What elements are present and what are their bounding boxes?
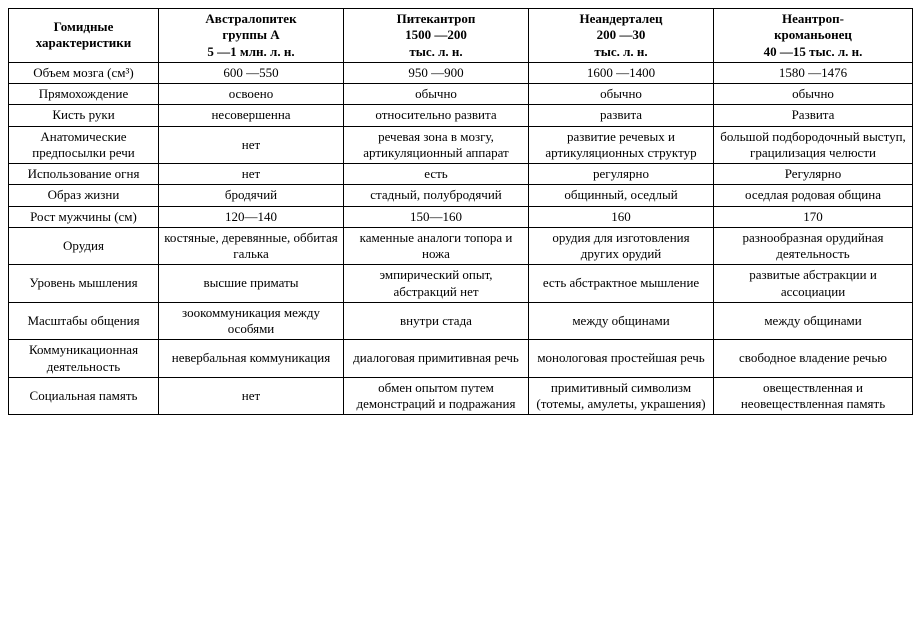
data-cell: 600 —550: [159, 62, 344, 83]
col-header-line: группы А: [222, 27, 279, 42]
table-header-row: Гомидные характеристики Австралопитек гр…: [9, 9, 913, 63]
col-header-line: тыс. л. н.: [409, 44, 462, 59]
col-header-line: 200 —30: [597, 27, 646, 42]
col-header-line: 1500 —200: [405, 27, 467, 42]
data-cell: внутри стада: [344, 302, 529, 340]
table-row: Коммуникационная деятельностьневербальна…: [9, 340, 913, 378]
table-row: Кисть рукинесовершеннаотносительно разви…: [9, 105, 913, 126]
data-cell: 150—160: [344, 206, 529, 227]
table-row: Анатомические предпосылки речинетречевая…: [9, 126, 913, 164]
data-cell: разнообразная орудийная деятельность: [714, 227, 913, 265]
data-cell: зоокоммуникация между особями: [159, 302, 344, 340]
col-header-line: Неантроп-: [782, 11, 844, 26]
data-cell: обычно: [529, 84, 714, 105]
row-header-cell: Прямохождение: [9, 84, 159, 105]
row-header-cell: Рост мужчины (см): [9, 206, 159, 227]
table-row: Масштабы общениязоокоммуникация между ос…: [9, 302, 913, 340]
data-cell: оседлая родовая община: [714, 185, 913, 206]
col-header-line: Австралопитек: [205, 11, 296, 26]
hominid-comparison-table: Гомидные характеристики Австралопитек гр…: [8, 8, 913, 415]
data-cell: костяные, деревянные, оббитая галька: [159, 227, 344, 265]
data-cell: есть абстрактное мышление: [529, 265, 714, 303]
col-header-line: Гомидные: [54, 19, 114, 34]
row-header-cell: Объем мозга (см³): [9, 62, 159, 83]
row-header-cell: Социальная память: [9, 377, 159, 415]
table-row: Прямохождениеосвоенообычнообычнообычно: [9, 84, 913, 105]
table-row: Уровень мышлениявысшие приматыэмпирическ…: [9, 265, 913, 303]
data-cell: 120—140: [159, 206, 344, 227]
row-header-cell: Анатомические предпосылки речи: [9, 126, 159, 164]
data-cell: монологовая простейшая речь: [529, 340, 714, 378]
col-header-line: характеристики: [36, 35, 132, 50]
col-header-line: кроманьонец: [774, 27, 852, 42]
data-cell: большой подбородочный выступ, грацилизац…: [714, 126, 913, 164]
data-cell: 170: [714, 206, 913, 227]
data-cell: стадный, полубродячий: [344, 185, 529, 206]
data-cell: между общинами: [529, 302, 714, 340]
table-row: Рост мужчины (см)120—140150—160160170: [9, 206, 913, 227]
data-cell: 1580 —1476: [714, 62, 913, 83]
data-cell: нет: [159, 164, 344, 185]
data-cell: развита: [529, 105, 714, 126]
col-header-line: 40 —15 тыс. л. н.: [764, 44, 863, 59]
row-header-cell: Орудия: [9, 227, 159, 265]
col-header-3: Неандерталец 200 —30 тыс. л. н.: [529, 9, 714, 63]
data-cell: 950 —900: [344, 62, 529, 83]
col-header-line: Неандерталец: [580, 11, 663, 26]
data-cell: есть: [344, 164, 529, 185]
data-cell: общинный, оседлый: [529, 185, 714, 206]
data-cell: развитие речевых и артикуляционных струк…: [529, 126, 714, 164]
data-cell: между общинами: [714, 302, 913, 340]
data-cell: свободное владение речью: [714, 340, 913, 378]
row-header-cell: Использование огня: [9, 164, 159, 185]
row-header-cell: Уровень мышления: [9, 265, 159, 303]
data-cell: каменные аналоги топора и ножа: [344, 227, 529, 265]
row-header-cell: Масштабы общения: [9, 302, 159, 340]
data-cell: освоено: [159, 84, 344, 105]
col-header-line: тыс. л. н.: [594, 44, 647, 59]
data-cell: примитивный символизм (тотемы, амулеты, …: [529, 377, 714, 415]
data-cell: относительно развита: [344, 105, 529, 126]
data-cell: невербальная коммуникация: [159, 340, 344, 378]
col-header-0: Гомидные характеристики: [9, 9, 159, 63]
data-cell: обычно: [344, 84, 529, 105]
data-cell: высшие приматы: [159, 265, 344, 303]
table-row: Использование огнянетестьрегулярноРегуля…: [9, 164, 913, 185]
data-cell: несовершенна: [159, 105, 344, 126]
data-cell: овеществленная и неовеществленная память: [714, 377, 913, 415]
data-cell: речевая зона в мозгу, артикуляционный ап…: [344, 126, 529, 164]
data-cell: орудия для изготовления других орудий: [529, 227, 714, 265]
col-header-line: Питекантроп: [397, 11, 476, 26]
table-row: Образ жизнибродячийстадный, полубродячий…: [9, 185, 913, 206]
data-cell: 160: [529, 206, 714, 227]
data-cell: Регулярно: [714, 164, 913, 185]
table-row: Орудиякостяные, деревянные, оббитая галь…: [9, 227, 913, 265]
data-cell: нет: [159, 126, 344, 164]
data-cell: бродячий: [159, 185, 344, 206]
row-header-cell: Образ жизни: [9, 185, 159, 206]
data-cell: развитые абстракции и ассоциации: [714, 265, 913, 303]
data-cell: обмен опытом путем демонстраций и подраж…: [344, 377, 529, 415]
table-row: Социальная памятьнетобмен опытом путем д…: [9, 377, 913, 415]
col-header-line: 5 —1 млн. л. н.: [207, 44, 294, 59]
row-header-cell: Коммуникационная деятельность: [9, 340, 159, 378]
col-header-2: Питекантроп 1500 —200 тыс. л. н.: [344, 9, 529, 63]
row-header-cell: Кисть руки: [9, 105, 159, 126]
data-cell: Развита: [714, 105, 913, 126]
col-header-1: Австралопитек группы А 5 —1 млн. л. н.: [159, 9, 344, 63]
data-cell: нет: [159, 377, 344, 415]
data-cell: диалоговая примитивная речь: [344, 340, 529, 378]
data-cell: 1600 —1400: [529, 62, 714, 83]
data-cell: обычно: [714, 84, 913, 105]
data-cell: регулярно: [529, 164, 714, 185]
col-header-4: Неантроп- кроманьонец 40 —15 тыс. л. н.: [714, 9, 913, 63]
data-cell: эмпирический опыт, абстракций нет: [344, 265, 529, 303]
table-row: Объем мозга (см³)600 —550950 —9001600 —1…: [9, 62, 913, 83]
